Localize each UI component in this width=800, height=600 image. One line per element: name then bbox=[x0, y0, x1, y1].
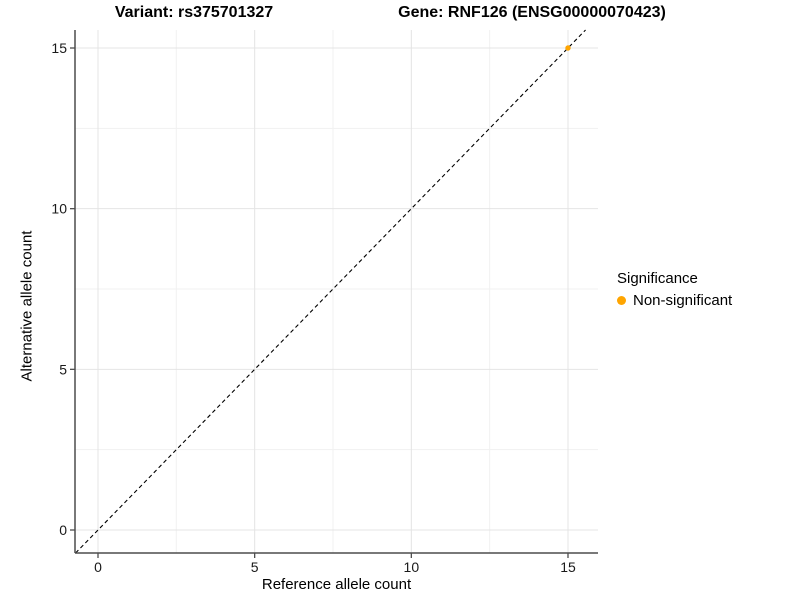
variant-title: Variant: rs375701327 bbox=[114, 4, 274, 21]
y-tick-label: 15 bbox=[51, 40, 67, 56]
y-tick-label: 5 bbox=[59, 361, 67, 377]
legend-item: Non-significant bbox=[617, 290, 732, 310]
x-tick-label: 10 bbox=[404, 559, 420, 575]
x-tick-label: 0 bbox=[94, 559, 102, 575]
x-tick-label: 5 bbox=[251, 559, 259, 575]
data-point bbox=[565, 45, 571, 51]
legend-item-label: Non-significant bbox=[633, 291, 733, 309]
legend-key-dot-icon bbox=[617, 295, 626, 305]
legend-items: Non-significant bbox=[617, 290, 732, 310]
gene-title: Gene: RNF126 (ENSG00000070423) bbox=[398, 4, 666, 21]
y-tick-label: 0 bbox=[59, 522, 67, 538]
legend-title: Significance bbox=[617, 270, 698, 287]
x-tick-label: 15 bbox=[560, 559, 576, 575]
legend: Significance Non-significant bbox=[617, 270, 732, 310]
x-axis-label: Reference allele count bbox=[261, 576, 412, 593]
y-axis-label: Alternative allele count bbox=[18, 230, 36, 382]
y-tick-label: 10 bbox=[51, 201, 67, 217]
identity-dashed-line bbox=[75, 29, 586, 554]
